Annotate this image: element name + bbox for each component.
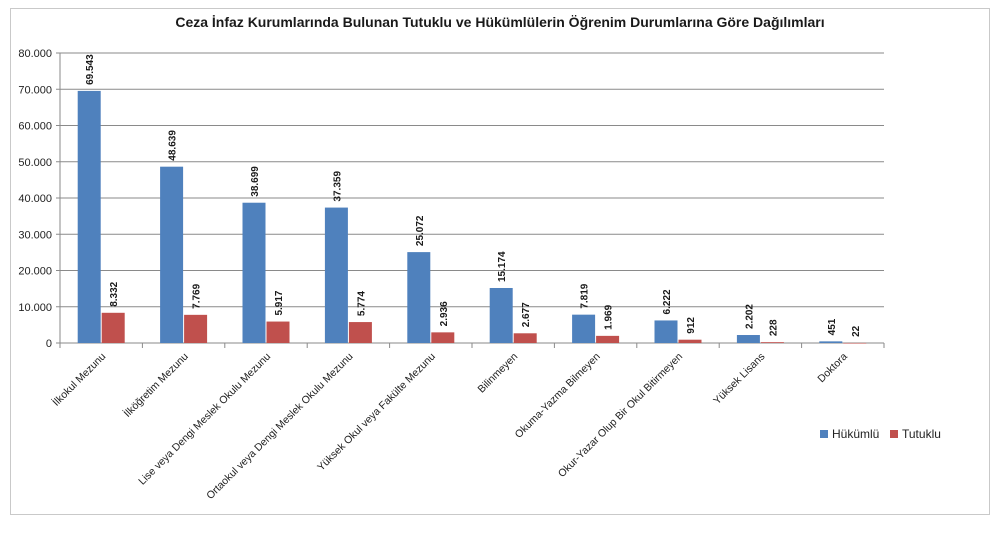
data-label: 912	[686, 317, 697, 334]
bar-tutuklu	[348, 322, 372, 343]
bar-hukumlu	[819, 341, 843, 343]
x-tick-label: Yüksek Lisans	[711, 351, 767, 407]
data-label: 8.332	[109, 281, 120, 306]
bar-hukumlu	[324, 207, 348, 343]
legend-swatch	[820, 430, 828, 438]
bar-hukumlu	[77, 90, 101, 344]
bar-hukumlu	[160, 166, 184, 343]
data-label: 38.699	[250, 166, 261, 197]
bar-hukumlu	[489, 287, 513, 343]
data-label: 5.917	[274, 290, 285, 315]
y-tick-label: 40.000	[18, 193, 52, 205]
data-label: 69.543	[85, 54, 96, 85]
y-tick-label: 0	[46, 338, 52, 350]
data-label: 1.969	[604, 304, 615, 329]
chart-title: Ceza İnfaz Kurumlarında Bulunan Tutuklu …	[175, 14, 825, 30]
bar-hukumlu	[572, 314, 596, 343]
data-label: 7.819	[580, 283, 591, 308]
bars	[77, 90, 867, 344]
data-label: 5.774	[356, 291, 367, 316]
y-tick-label: 20.000	[18, 266, 52, 278]
bar-tutuklu	[596, 335, 620, 343]
data-label: 7.769	[192, 283, 203, 308]
x-tick-label: Okuma-Yazma Bilmeyen	[513, 351, 603, 441]
x-tick-label: Doktora	[815, 351, 850, 386]
bar-tutuklu	[101, 312, 125, 343]
data-label: 2.677	[521, 302, 532, 327]
legend-label: Hükümlü	[832, 427, 879, 441]
data-label: 22	[851, 325, 862, 337]
grid-lines	[60, 52, 884, 344]
x-tick-label: İlkokul Mezunu	[50, 350, 109, 409]
bar-tutuklu	[513, 333, 537, 343]
y-tick-label: 60.000	[18, 121, 52, 133]
x-tick-label: Bilinmeyen	[476, 351, 521, 396]
data-label: 2.936	[439, 301, 450, 326]
data-label: 451	[827, 318, 838, 335]
x-tick-label: Lise veya Dengi Meslek Okulu Mezunu	[136, 351, 273, 488]
y-tick-label: 70.000	[18, 84, 52, 96]
data-label: 15.174	[497, 251, 508, 282]
legend: Hükümlü Tutuklu	[820, 427, 941, 441]
legend-label: Tutuklu	[902, 427, 941, 441]
bar-tutuklu	[843, 342, 867, 344]
bar-tutuklu	[184, 314, 208, 343]
data-label: 2.202	[744, 304, 755, 329]
y-tick-label: 10.000	[18, 302, 52, 314]
bar-hukumlu	[242, 202, 266, 343]
data-label: 25.072	[415, 215, 426, 246]
data-label: 37.359	[332, 171, 343, 202]
data-label: 228	[768, 319, 779, 336]
y-tick-label: 80.000	[18, 48, 52, 60]
y-tick-label: 50.000	[18, 157, 52, 169]
bar-hukumlu	[736, 335, 760, 343]
legend-swatch	[890, 430, 898, 438]
bar-tutuklu	[431, 332, 455, 343]
bar-tutuklu	[678, 339, 702, 343]
y-tick-label: 30.000	[18, 229, 52, 241]
bar-tutuklu	[266, 321, 290, 343]
bar-tutuklu	[760, 342, 784, 343]
bar-hukumlu	[654, 320, 678, 343]
x-tick-label: İlköğretim Mezunu	[121, 350, 191, 420]
x-tick-label: Ortaokul veya Dengi Meslek Okulu Mezunu	[204, 351, 355, 502]
bar-hukumlu	[407, 252, 431, 343]
data-label: 48.639	[168, 130, 179, 161]
value-labels: 69.543 8.332 48.639 7.769 38.699 5.917 37.359 5…	[85, 54, 862, 337]
data-label: 6.222	[662, 289, 673, 314]
